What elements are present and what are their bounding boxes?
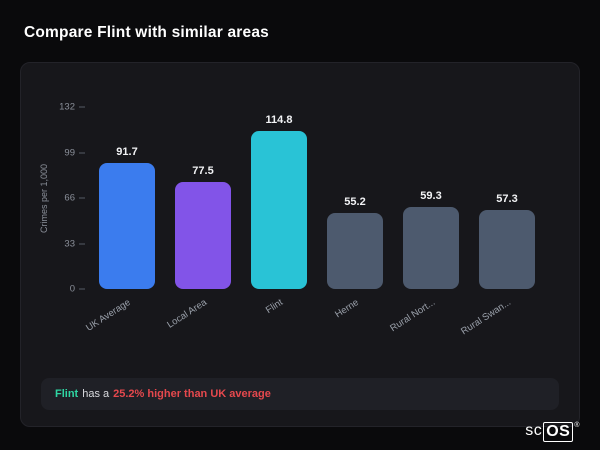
y-tick: 33 — [64, 238, 85, 249]
x-axis-label: Herne — [333, 297, 361, 321]
y-tick-label: 0 — [69, 283, 75, 295]
logo-boxed-text: OS — [543, 422, 574, 442]
bar-uk-average[interactable] — [99, 163, 155, 289]
chart-card: Crimes per 1,000 0 33 66 99 132 91.7 UK Avera… — [20, 62, 580, 427]
x-axis-label: Local Area — [165, 297, 209, 331]
bar-column: 114.8 Flint — [251, 107, 307, 316]
y-tick: 66 — [64, 193, 85, 204]
summary-note: Flint has a 25.2% higher than UK average — [41, 378, 559, 410]
tick-mark — [79, 288, 85, 290]
bar-column: 55.2 Herne — [327, 107, 383, 320]
bar-value-label: 55.2 — [344, 196, 366, 208]
bar-flint[interactable] — [251, 131, 307, 289]
page-title: Compare Flint with similar areas — [24, 24, 269, 41]
scos-logo: sc OS ® — [525, 422, 580, 442]
y-tick: 99 — [64, 147, 85, 158]
y-tick-label: 132 — [59, 101, 75, 113]
bar-column: 91.7 UK Average — [85, 107, 155, 334]
bar-herne[interactable] — [327, 213, 383, 289]
bar-value-label: 59.3 — [420, 190, 442, 202]
bar-value-label: 91.7 — [116, 146, 138, 158]
bar-value-label: 114.8 — [265, 114, 293, 126]
x-axis-label: Rural Swan... — [459, 297, 513, 338]
logo-prefix: sc — [525, 422, 543, 439]
bar-value-label: 57.3 — [496, 193, 518, 205]
x-axis-label: Flint — [263, 297, 285, 317]
bar-column: 77.5 Local Area — [165, 107, 231, 331]
tick-mark — [79, 243, 85, 244]
note-area-name: Flint — [55, 388, 79, 400]
bars: 91.7 UK Average 77.5 Local Area 114.8 Flint 55… — [85, 107, 535, 337]
bar-local-area[interactable] — [175, 182, 231, 289]
tick-mark — [79, 152, 85, 153]
registered-mark-icon: ® — [574, 422, 580, 429]
y-tick: 132 — [59, 102, 85, 113]
y-tick: 0 — [70, 284, 85, 295]
tick-mark — [79, 197, 85, 199]
y-axis: 0 33 66 99 132 — [51, 102, 85, 295]
bar-chart: Crimes per 1,000 0 33 66 99 132 91.7 UK Avera… — [39, 102, 535, 337]
bar-rural-swan[interactable] — [479, 210, 535, 289]
y-tick-label: 66 — [64, 192, 75, 204]
bar-rural-nort[interactable] — [403, 207, 459, 289]
note-middle-text: has a — [82, 388, 110, 400]
x-axis-label: Rural Nort... — [388, 297, 437, 335]
bar-column: 57.3 Rural Swan... — [459, 107, 535, 337]
y-axis-label: Crimes per 1,000 — [39, 163, 49, 233]
x-axis-label: UK Average — [84, 297, 133, 334]
y-tick-label: 33 — [64, 238, 75, 249]
note-highlight-text: 25.2% higher than UK average — [113, 388, 271, 400]
tick-mark — [79, 106, 85, 108]
bar-value-label: 77.5 — [192, 165, 214, 177]
bar-column: 59.3 Rural Nort... — [388, 107, 459, 334]
y-tick-label: 99 — [64, 147, 75, 158]
